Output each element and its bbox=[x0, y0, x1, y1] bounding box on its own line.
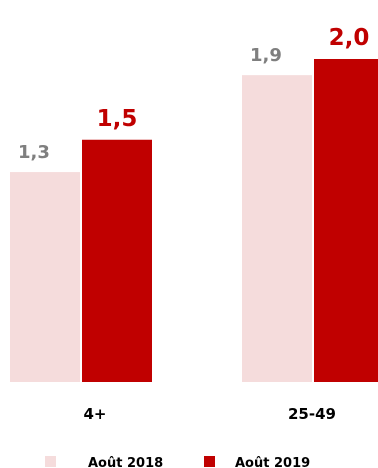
value-label-aout-2018-1: 1,9 bbox=[250, 45, 282, 66]
category-labels-group: 4+ 25-49 bbox=[83, 405, 336, 423]
legend-label-aout-2019: Août 2019 bbox=[235, 456, 310, 468]
value-label-aout-2019-0: 1,5 bbox=[97, 106, 138, 132]
bar-aout-2019-1 bbox=[314, 59, 378, 382]
bars-group bbox=[10, 59, 378, 383]
category-label-1: 25-49 bbox=[288, 405, 336, 423]
legend-swatch-aout-2018 bbox=[45, 456, 56, 467]
value-labels-group: 1,3 1,5 1,9 2,0 bbox=[18, 25, 369, 163]
category-label-0: 4+ bbox=[83, 405, 106, 423]
value-label-aout-2018-0: 1,3 bbox=[18, 142, 50, 163]
legend: Août 2018 Août 2019 bbox=[45, 456, 310, 468]
bar-aout-2019-0 bbox=[82, 139, 152, 382]
value-label-aout-2019-1: 2,0 bbox=[329, 25, 370, 51]
legend-swatch-aout-2019 bbox=[204, 456, 215, 467]
bar-aout-2018-0 bbox=[10, 172, 80, 382]
legend-label-aout-2018: Août 2018 bbox=[88, 456, 163, 468]
bar-aout-2018-1 bbox=[242, 75, 312, 383]
